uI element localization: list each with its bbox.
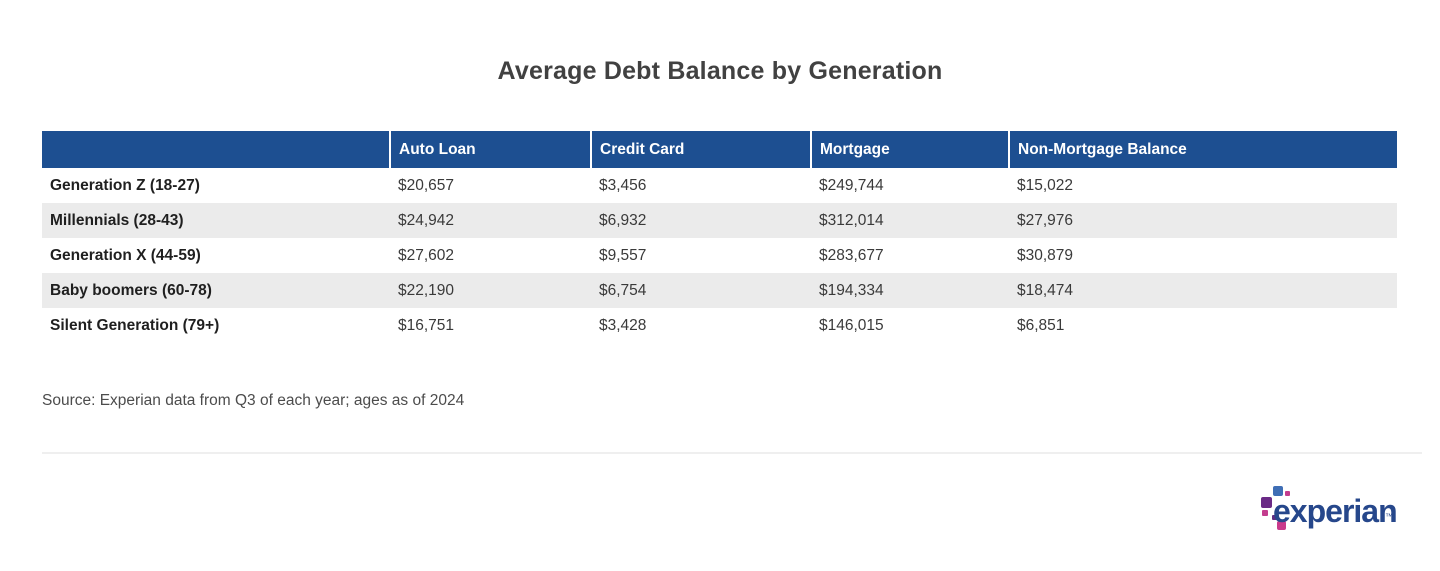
value-cell: $16,751 xyxy=(398,316,455,334)
debt-balance-table: Auto Loan Credit Card Mortgage Non-Mortgage… xyxy=(42,131,1397,343)
source-note: Source: Experian data from Q3 of each ye… xyxy=(42,392,465,409)
table-row: Millennials (28-43) $24,942 $6,932 $312,014… xyxy=(42,203,1397,238)
value-cell: $3,428 xyxy=(599,316,647,334)
table-row: Generation Z (18-27) $20,657 $3,456 $249,74… xyxy=(42,168,1397,203)
value-cell: $249,744 xyxy=(819,176,884,194)
logo-square-purple-small-icon xyxy=(1272,515,1277,520)
experian-wordmark: experian xyxy=(1273,493,1398,529)
logo-square-pink-dot-icon xyxy=(1285,491,1290,496)
value-cell: $6,932 xyxy=(591,203,811,238)
logo-square-blue-icon xyxy=(1273,486,1283,496)
table-body: Generation Z (18-27) $20,657 $3,456 $249,74… xyxy=(42,168,1397,343)
row-label: Generation Z (18-27) xyxy=(50,176,200,194)
table-row: Baby boomers (60-78) $22,190 $6,754 $194,33… xyxy=(42,273,1397,308)
value-cell: $27,602 xyxy=(398,246,455,264)
column-header: Non-Mortgage Balance xyxy=(1009,131,1397,168)
corner-header-cell xyxy=(42,131,391,168)
row-label: Generation X (44-59) xyxy=(50,246,201,264)
table-row: Silent Generation (79+) $16,751 $3,428 $146… xyxy=(42,308,1397,343)
logo-square-pink-small-icon xyxy=(1262,510,1268,516)
row-label: Baby boomers (60-78) xyxy=(42,273,390,308)
trademark-symbol: ™ xyxy=(1385,512,1393,521)
value-cell: $27,976 xyxy=(1009,203,1397,238)
value-cell: $20,657 xyxy=(398,176,455,194)
logo-square-purple-icon xyxy=(1261,497,1272,508)
row-label: Silent Generation (79+) xyxy=(50,316,220,334)
column-header: Auto Loan xyxy=(390,131,592,168)
row-label: Millennials (28-43) xyxy=(42,203,390,238)
value-cell: $22,190 xyxy=(390,273,591,308)
column-header: Mortgage xyxy=(811,131,1010,168)
table-header-row: Auto Loan Credit Card Mortgage Non-Mortgage… xyxy=(42,131,1397,168)
value-cell: $283,677 xyxy=(819,246,884,264)
table-row: Generation X (44-59) $27,602 $9,557 $283,67… xyxy=(42,238,1397,273)
value-cell: $24,942 xyxy=(390,203,591,238)
value-cell: $3,456 xyxy=(599,176,647,194)
value-cell: $18,474 xyxy=(1009,273,1397,308)
page-title: Average Debt Balance by Generation xyxy=(497,57,943,85)
logo-square-pink-bottom-icon xyxy=(1277,521,1286,530)
value-cell: $9,557 xyxy=(599,246,647,264)
value-cell: $15,022 xyxy=(1017,176,1074,194)
value-cell: $194,334 xyxy=(811,273,1009,308)
value-cell: $6,754 xyxy=(591,273,811,308)
value-cell: $146,015 xyxy=(819,316,884,334)
value-cell: $6,851 xyxy=(1017,316,1065,334)
horizontal-divider xyxy=(42,452,1422,454)
column-header: Credit Card xyxy=(591,131,812,168)
table-header: Auto Loan Credit Card Mortgage Non-Mortgage… xyxy=(42,131,1397,168)
value-cell: $30,879 xyxy=(1017,246,1074,264)
experian-logo: experian ™ xyxy=(1261,483,1399,539)
debt-balance-table-container: Auto Loan Credit Card Mortgage Non-Mortgage… xyxy=(42,131,1397,343)
value-cell: $312,014 xyxy=(811,203,1009,238)
